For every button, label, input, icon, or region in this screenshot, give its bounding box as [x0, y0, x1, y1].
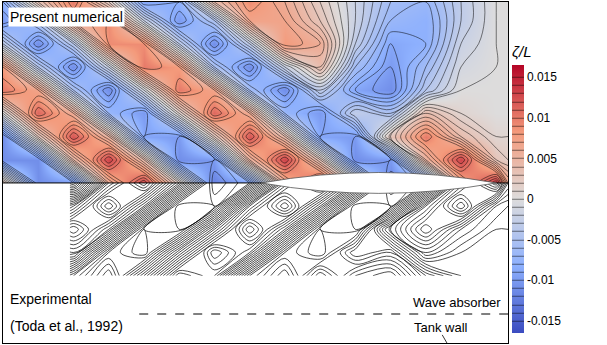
svg-text:Experimental: Experimental: [10, 291, 92, 307]
svg-text:-0.015: -0.015: [527, 314, 561, 328]
svg-text:-0.01: -0.01: [527, 273, 555, 287]
svg-text:Present numerical: Present numerical: [10, 9, 123, 25]
svg-text:0.015: 0.015: [527, 70, 557, 84]
svg-text:ζ/L: ζ/L: [512, 43, 531, 60]
svg-text:Tank wall: Tank wall: [414, 320, 468, 335]
svg-text:(Toda et al., 1992): (Toda et al., 1992): [10, 318, 123, 334]
svg-text:0: 0: [527, 192, 534, 206]
svg-text:-0.005: -0.005: [527, 233, 561, 247]
svg-text:Wave absorber: Wave absorber: [413, 295, 501, 310]
svg-text:0.005: 0.005: [527, 152, 557, 166]
svg-text:0.01: 0.01: [527, 111, 551, 125]
